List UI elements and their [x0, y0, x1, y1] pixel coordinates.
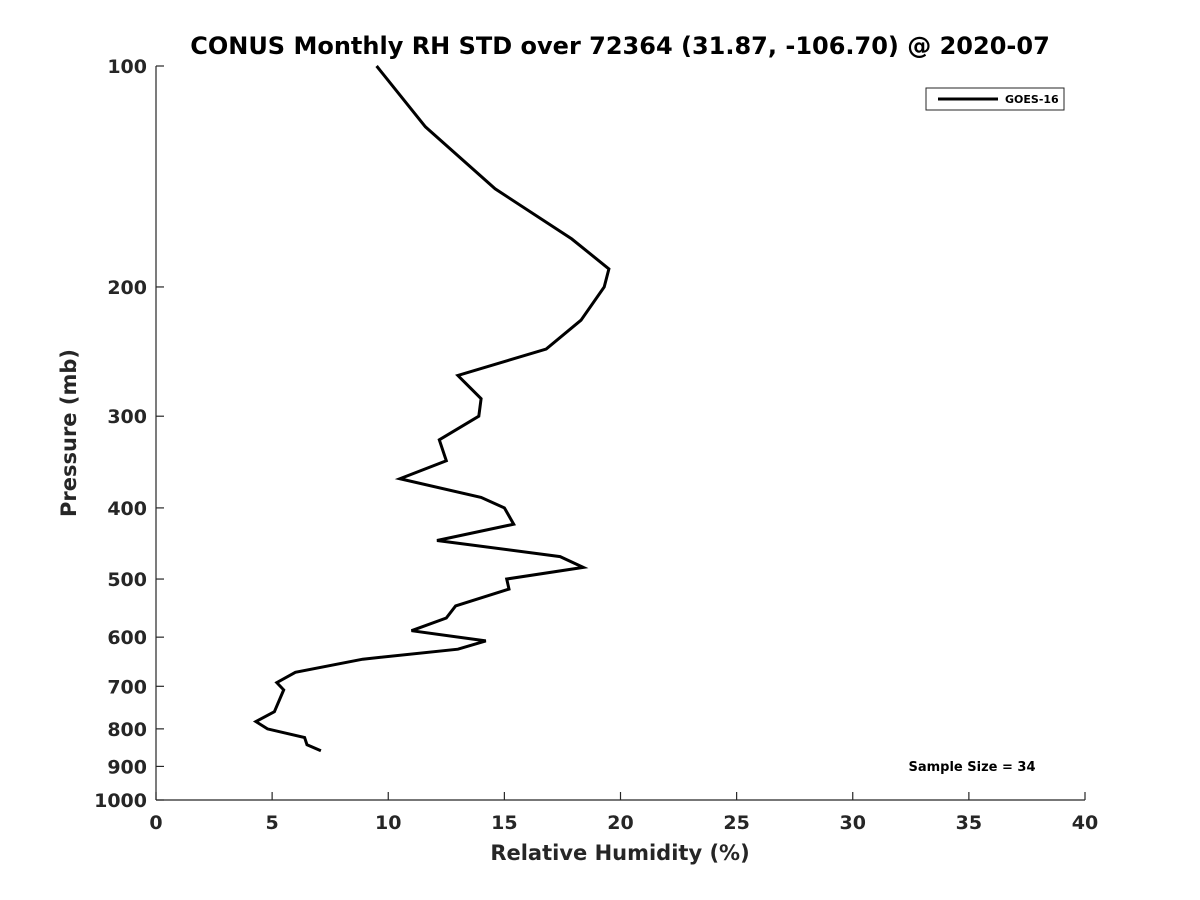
x-tick-label: 5	[266, 812, 279, 834]
y-tick-label: 300	[107, 406, 147, 428]
legend-label-goes-16: GOES-16	[1005, 93, 1059, 106]
chart-title: CONUS Monthly RH STD over 72364 (31.87, …	[190, 32, 1050, 60]
y-tick-label: 400	[107, 498, 147, 520]
sample-size-annotation: Sample Size = 34	[908, 760, 1035, 775]
axes	[155, 66, 1085, 801]
y-tick-label: 600	[107, 627, 147, 649]
x-tick-label: 10	[375, 812, 401, 834]
y-tick-label: 500	[107, 569, 147, 591]
series-group	[252, 65, 611, 753]
x-tick-label: 25	[723, 812, 749, 834]
x-tick-label: 30	[840, 812, 866, 834]
x-axis-label: Relative Humidity (%)	[490, 841, 749, 865]
y-tick-label: 700	[107, 676, 147, 698]
x-ticks: 0 5 10 15 20 25 30 35 40	[149, 792, 1098, 834]
x-tick-label: 35	[956, 812, 982, 834]
x-tick-label: 40	[1072, 812, 1098, 834]
y-tick-label: 800	[107, 719, 147, 741]
x-tick-label: 0	[149, 812, 162, 834]
y-tick-label: 200	[107, 277, 147, 299]
y-ticks: 100 200 300 400 500 600 700 800 900 1000	[94, 56, 164, 812]
y-tick-label: 100	[107, 56, 147, 78]
x-tick-label: 15	[491, 812, 517, 834]
x-tick-label: 20	[607, 812, 633, 834]
legend: GOES-16	[925, 87, 1065, 111]
y-axis-label: Pressure (mb)	[57, 349, 81, 517]
series-line-goes-16	[252, 65, 611, 753]
y-tick-label: 1000	[94, 790, 147, 812]
y-tick-label: 900	[107, 756, 147, 778]
